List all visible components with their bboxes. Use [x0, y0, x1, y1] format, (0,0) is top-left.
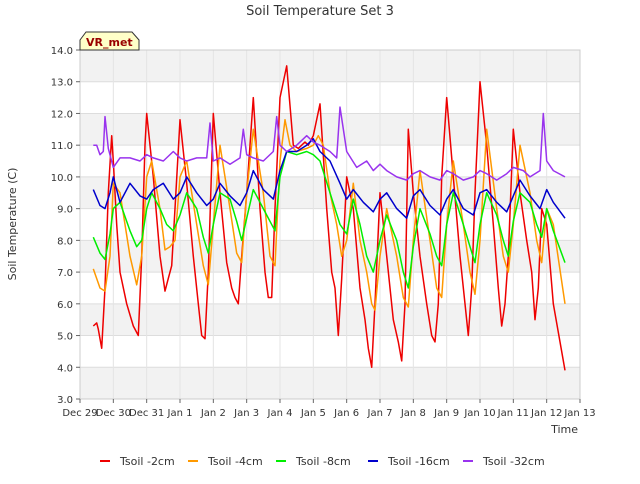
legend-item: Tsoil -32cm: [463, 455, 545, 468]
x-tick-label: Dec 29: [62, 408, 97, 419]
x-tick-label: Jan 2: [200, 408, 226, 419]
legend-item: Tsoil -4cm: [188, 455, 263, 468]
x-tick-label: Jan 6: [333, 408, 359, 419]
x-tick-label: Jan 10: [463, 408, 495, 419]
y-axis-ticks: 3.0 4.0 5.0 6.0 7.0 8.0 9.0 10.0 11.0 12.0 13.0 14.…: [51, 46, 80, 406]
legend-item: Tsoil -8cm: [276, 455, 351, 468]
y-tick-label: 11.0: [51, 141, 73, 152]
x-axis-label: Time: [550, 423, 578, 436]
background-band: [80, 303, 580, 336]
y-tick-label: 7.0: [57, 268, 73, 279]
legend-label: Tsoil -32cm: [482, 455, 545, 468]
x-tick-label: Jan 4: [267, 408, 293, 419]
y-axis-label: Soil Temperature (C): [6, 168, 19, 281]
legend-label: Tsoil -4cm: [207, 455, 263, 468]
legend-item: Tsoil -2cm: [100, 455, 175, 468]
y-tick-label: 6.0: [57, 300, 73, 311]
y-tick-label: 4.0: [57, 363, 73, 374]
y-tick-label: 8.0: [57, 236, 73, 247]
legend-label: Tsoil -8cm: [295, 455, 351, 468]
y-tick-label: 13.0: [51, 78, 73, 89]
chart-title: Soil Temperature Set 3: [246, 4, 394, 19]
y-tick-label: 9.0: [57, 205, 73, 216]
y-tick-label: 5.0: [57, 332, 73, 343]
x-tick-label: Jan 13: [563, 408, 595, 419]
x-tick-label: Jan 12: [530, 408, 562, 419]
badge-label: VR_met: [86, 36, 133, 49]
y-tick-label: 14.0: [51, 46, 73, 57]
background-band: [80, 335, 580, 368]
legend-label: Tsoil -16cm: [387, 455, 450, 468]
x-tick-label: Dec 31: [129, 408, 164, 419]
station-badge: VR_met: [79, 31, 140, 51]
badge-shape: [79, 31, 140, 51]
background-band: [80, 50, 580, 82]
x-tick-label: Jan 1: [167, 408, 193, 419]
series-line-tsoil-4cm: [92, 119, 566, 311]
legend-item: Tsoil -16cm: [368, 455, 450, 468]
x-tick-label: Jan 5: [300, 408, 326, 419]
series-line-tsoil-8cm: [92, 150, 566, 289]
background-band: [80, 367, 580, 399]
background-band: [80, 81, 580, 114]
y-tick-label: 3.0: [57, 395, 73, 406]
x-tick-label: Jan 3: [233, 408, 259, 419]
series-line-tsoil-2cm: [92, 65, 566, 371]
x-tick-label: Jan 7: [367, 408, 393, 419]
x-tick-label: Jan 8: [400, 408, 426, 419]
legend: Tsoil -2cm Tsoil -4cm Tsoil -8cm Tsoil -16c…: [100, 455, 545, 468]
background-band: [80, 113, 580, 146]
x-tick-label: Dec 30: [96, 408, 131, 419]
x-tick-label: Jan 11: [497, 408, 529, 419]
x-tick-label: Jan 9: [433, 408, 459, 419]
series-layer: [92, 65, 566, 371]
series-line-tsoil-32cm: [93, 106, 566, 181]
y-tick-label: 12.0: [51, 109, 73, 120]
legend-label: Tsoil -2cm: [119, 455, 175, 468]
background-band: [80, 208, 580, 241]
plot-background: [80, 50, 580, 399]
plot-frame: [79, 49, 581, 400]
y-tick-label: 10.0: [51, 173, 73, 184]
series-line-tsoil-16cm: [92, 138, 566, 219]
